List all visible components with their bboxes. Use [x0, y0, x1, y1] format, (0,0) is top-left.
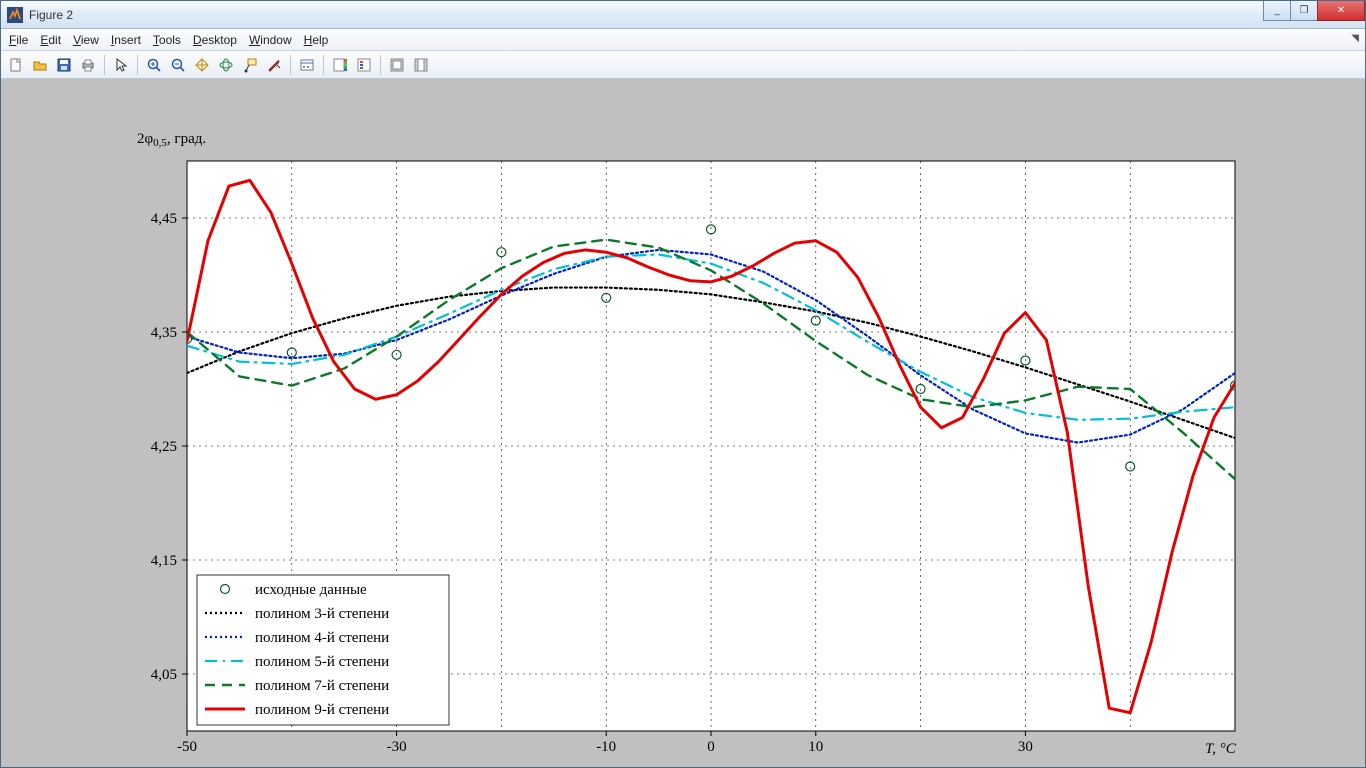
toolbar-separator	[380, 55, 381, 75]
zoom-out-icon[interactable]	[167, 54, 189, 76]
menu-desktop[interactable]: Desktop	[193, 33, 237, 47]
rotate3d-icon[interactable]	[215, 54, 237, 76]
toolbar-separator	[323, 55, 324, 75]
menubar: File Edit View Insert Tools Desktop Wind…	[1, 29, 1365, 51]
link-icon[interactable]	[296, 54, 318, 76]
menu-tools[interactable]: Tools	[153, 33, 181, 47]
close-button[interactable]: ✕	[1317, 1, 1365, 21]
svg-text:исходные данные: исходные данные	[255, 582, 367, 598]
svg-text:T, °C: T, °C	[1205, 741, 1237, 757]
window-title: Figure 2	[29, 8, 73, 22]
hide-plot-tools-icon[interactable]	[386, 54, 408, 76]
minimize-button[interactable]: _	[1263, 1, 1291, 21]
menu-edit[interactable]: Edit	[40, 33, 61, 47]
insert-legend-icon[interactable]	[353, 54, 375, 76]
svg-text:-30: -30	[387, 739, 407, 755]
print-icon[interactable]	[77, 54, 99, 76]
svg-text:полином 3-й степени: полином 3-й степени	[255, 606, 389, 622]
brush-icon[interactable]	[263, 54, 285, 76]
svg-text:0: 0	[707, 739, 715, 755]
titlebar[interactable]: Figure 2 _ ❐ ✕	[1, 1, 1365, 29]
svg-text:10: 10	[808, 739, 823, 755]
open-file-icon[interactable]	[29, 54, 51, 76]
figure-area: -50 -30 -10 0 10 30 4,05 4,15 4,25 4,35 4,45 T, °C 2…	[1, 79, 1365, 767]
svg-text:полином 7-й степени: полином 7-й степени	[255, 678, 389, 694]
axes-plot: -50 -30 -10 0 10 30 4,05 4,15 4,25 4,35 4,45 T, °C 2…	[1, 79, 1365, 767]
zoom-in-icon[interactable]	[143, 54, 165, 76]
svg-text:4,15: 4,15	[151, 553, 177, 569]
show-plot-tools-icon[interactable]	[410, 54, 432, 76]
new-file-icon[interactable]	[5, 54, 27, 76]
toolbar-separator	[137, 55, 138, 75]
menu-file[interactable]: File	[9, 33, 28, 47]
toolbar	[1, 51, 1365, 79]
menu-view[interactable]: View	[73, 33, 99, 47]
matlab-icon	[7, 7, 23, 23]
legend[interactable]: исходные данные полином 3-й степени полино…	[197, 575, 449, 725]
svg-text:полином 9-й степени: полином 9-й степени	[255, 702, 389, 718]
insert-colorbar-icon[interactable]	[329, 54, 351, 76]
pointer-icon[interactable]	[110, 54, 132, 76]
svg-text:-50: -50	[177, 739, 197, 755]
svg-text:2φ0,5, град.: 2φ0,5, град.	[137, 131, 206, 149]
svg-text:4,25: 4,25	[151, 439, 177, 455]
svg-text:полином 4-й степени: полином 4-й степени	[255, 630, 389, 646]
svg-text:-10: -10	[596, 739, 616, 755]
data-cursor-icon[interactable]	[239, 54, 261, 76]
save-icon[interactable]	[53, 54, 75, 76]
svg-text:30: 30	[1018, 739, 1033, 755]
menu-window[interactable]: Window	[249, 33, 292, 47]
pan-icon[interactable]	[191, 54, 213, 76]
svg-text:4,05: 4,05	[151, 667, 177, 683]
toolbar-separator	[290, 55, 291, 75]
window-controls: _ ❐ ✕	[1264, 1, 1365, 21]
svg-text:полином 5-й степени: полином 5-й степени	[255, 654, 389, 670]
menu-insert[interactable]: Insert	[111, 33, 141, 47]
svg-text:4,35: 4,35	[151, 325, 177, 341]
dock-corner-icon[interactable]: ◥	[1351, 33, 1359, 44]
toolbar-separator	[104, 55, 105, 75]
figure-window: Figure 2 _ ❐ ✕ File Edit View Insert Too…	[0, 0, 1366, 768]
maximize-button[interactable]: ❐	[1290, 1, 1318, 21]
svg-text:4,45: 4,45	[151, 211, 177, 227]
menu-help[interactable]: Help	[304, 33, 329, 47]
